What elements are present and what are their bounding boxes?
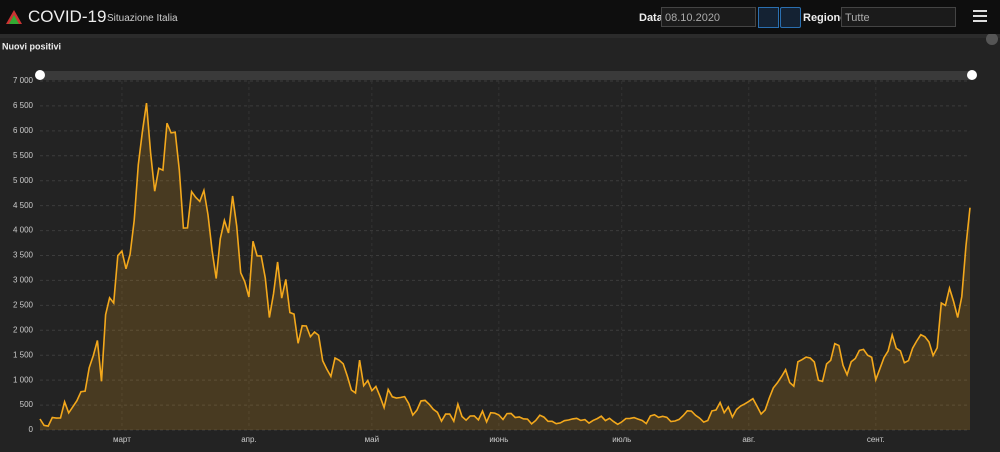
y-tick-label: 6 500 — [13, 101, 34, 110]
y-tick-label: 2 000 — [13, 325, 34, 334]
date-label: Data — [639, 12, 663, 24]
x-tick-label: апр. — [241, 435, 256, 444]
y-tick-label: 5 000 — [13, 176, 34, 185]
app-subtitle: Situazione Italia — [107, 13, 178, 24]
calendar-button[interactable] — [758, 7, 779, 28]
y-tick-label: 5 500 — [13, 151, 34, 160]
logo — [6, 10, 22, 24]
x-tick-label: май — [365, 435, 379, 444]
line — [39, 102, 971, 427]
expand-button[interactable] — [986, 34, 998, 45]
y-tick-label: 6 000 — [13, 126, 34, 135]
y-tick-label: 7 000 — [13, 76, 34, 85]
range-slider[interactable] — [40, 71, 972, 80]
y-tick-label: 3 000 — [13, 276, 34, 285]
time-button[interactable] — [780, 7, 801, 28]
slider-handle[interactable] — [35, 70, 45, 80]
x-tick-label: март — [113, 435, 131, 444]
y-tick-label: 1 500 — [13, 350, 34, 359]
slider-handle[interactable] — [967, 70, 977, 80]
y-tick-label: 1 000 — [13, 375, 34, 384]
x-tick-label: авг. — [742, 435, 755, 444]
menu-button[interactable] — [973, 10, 987, 22]
x-tick-label: сент. — [867, 435, 885, 444]
y-tick-label: 0 — [29, 425, 34, 434]
panel — [0, 38, 1000, 452]
y-tick-label: 3 500 — [13, 251, 34, 260]
date-input[interactable]: 08.10.2020 — [661, 7, 756, 27]
y-tick-label: 4 000 — [13, 226, 34, 235]
region-label: Regione — [803, 12, 847, 24]
y-tick-label: 500 — [20, 400, 34, 409]
chart: Nuovi positivi 0 500 1 000 1 500 2 000 2 500 3… — [0, 34, 1000, 452]
region-select[interactable]: Tutte — [841, 7, 956, 27]
x-tick-label: июнь — [489, 435, 508, 444]
app-title: COVID-19 — [28, 7, 107, 26]
y-tick-label: 4 500 — [13, 201, 34, 210]
y-tick-label: 2 500 — [13, 300, 34, 309]
chart-title: Nuovi positivi — [2, 41, 61, 51]
area — [40, 103, 970, 430]
x-tick-label: июль — [612, 435, 631, 444]
top-bar: COVID-19 Situazione Italia Data 08.10.20… — [0, 0, 1000, 34]
